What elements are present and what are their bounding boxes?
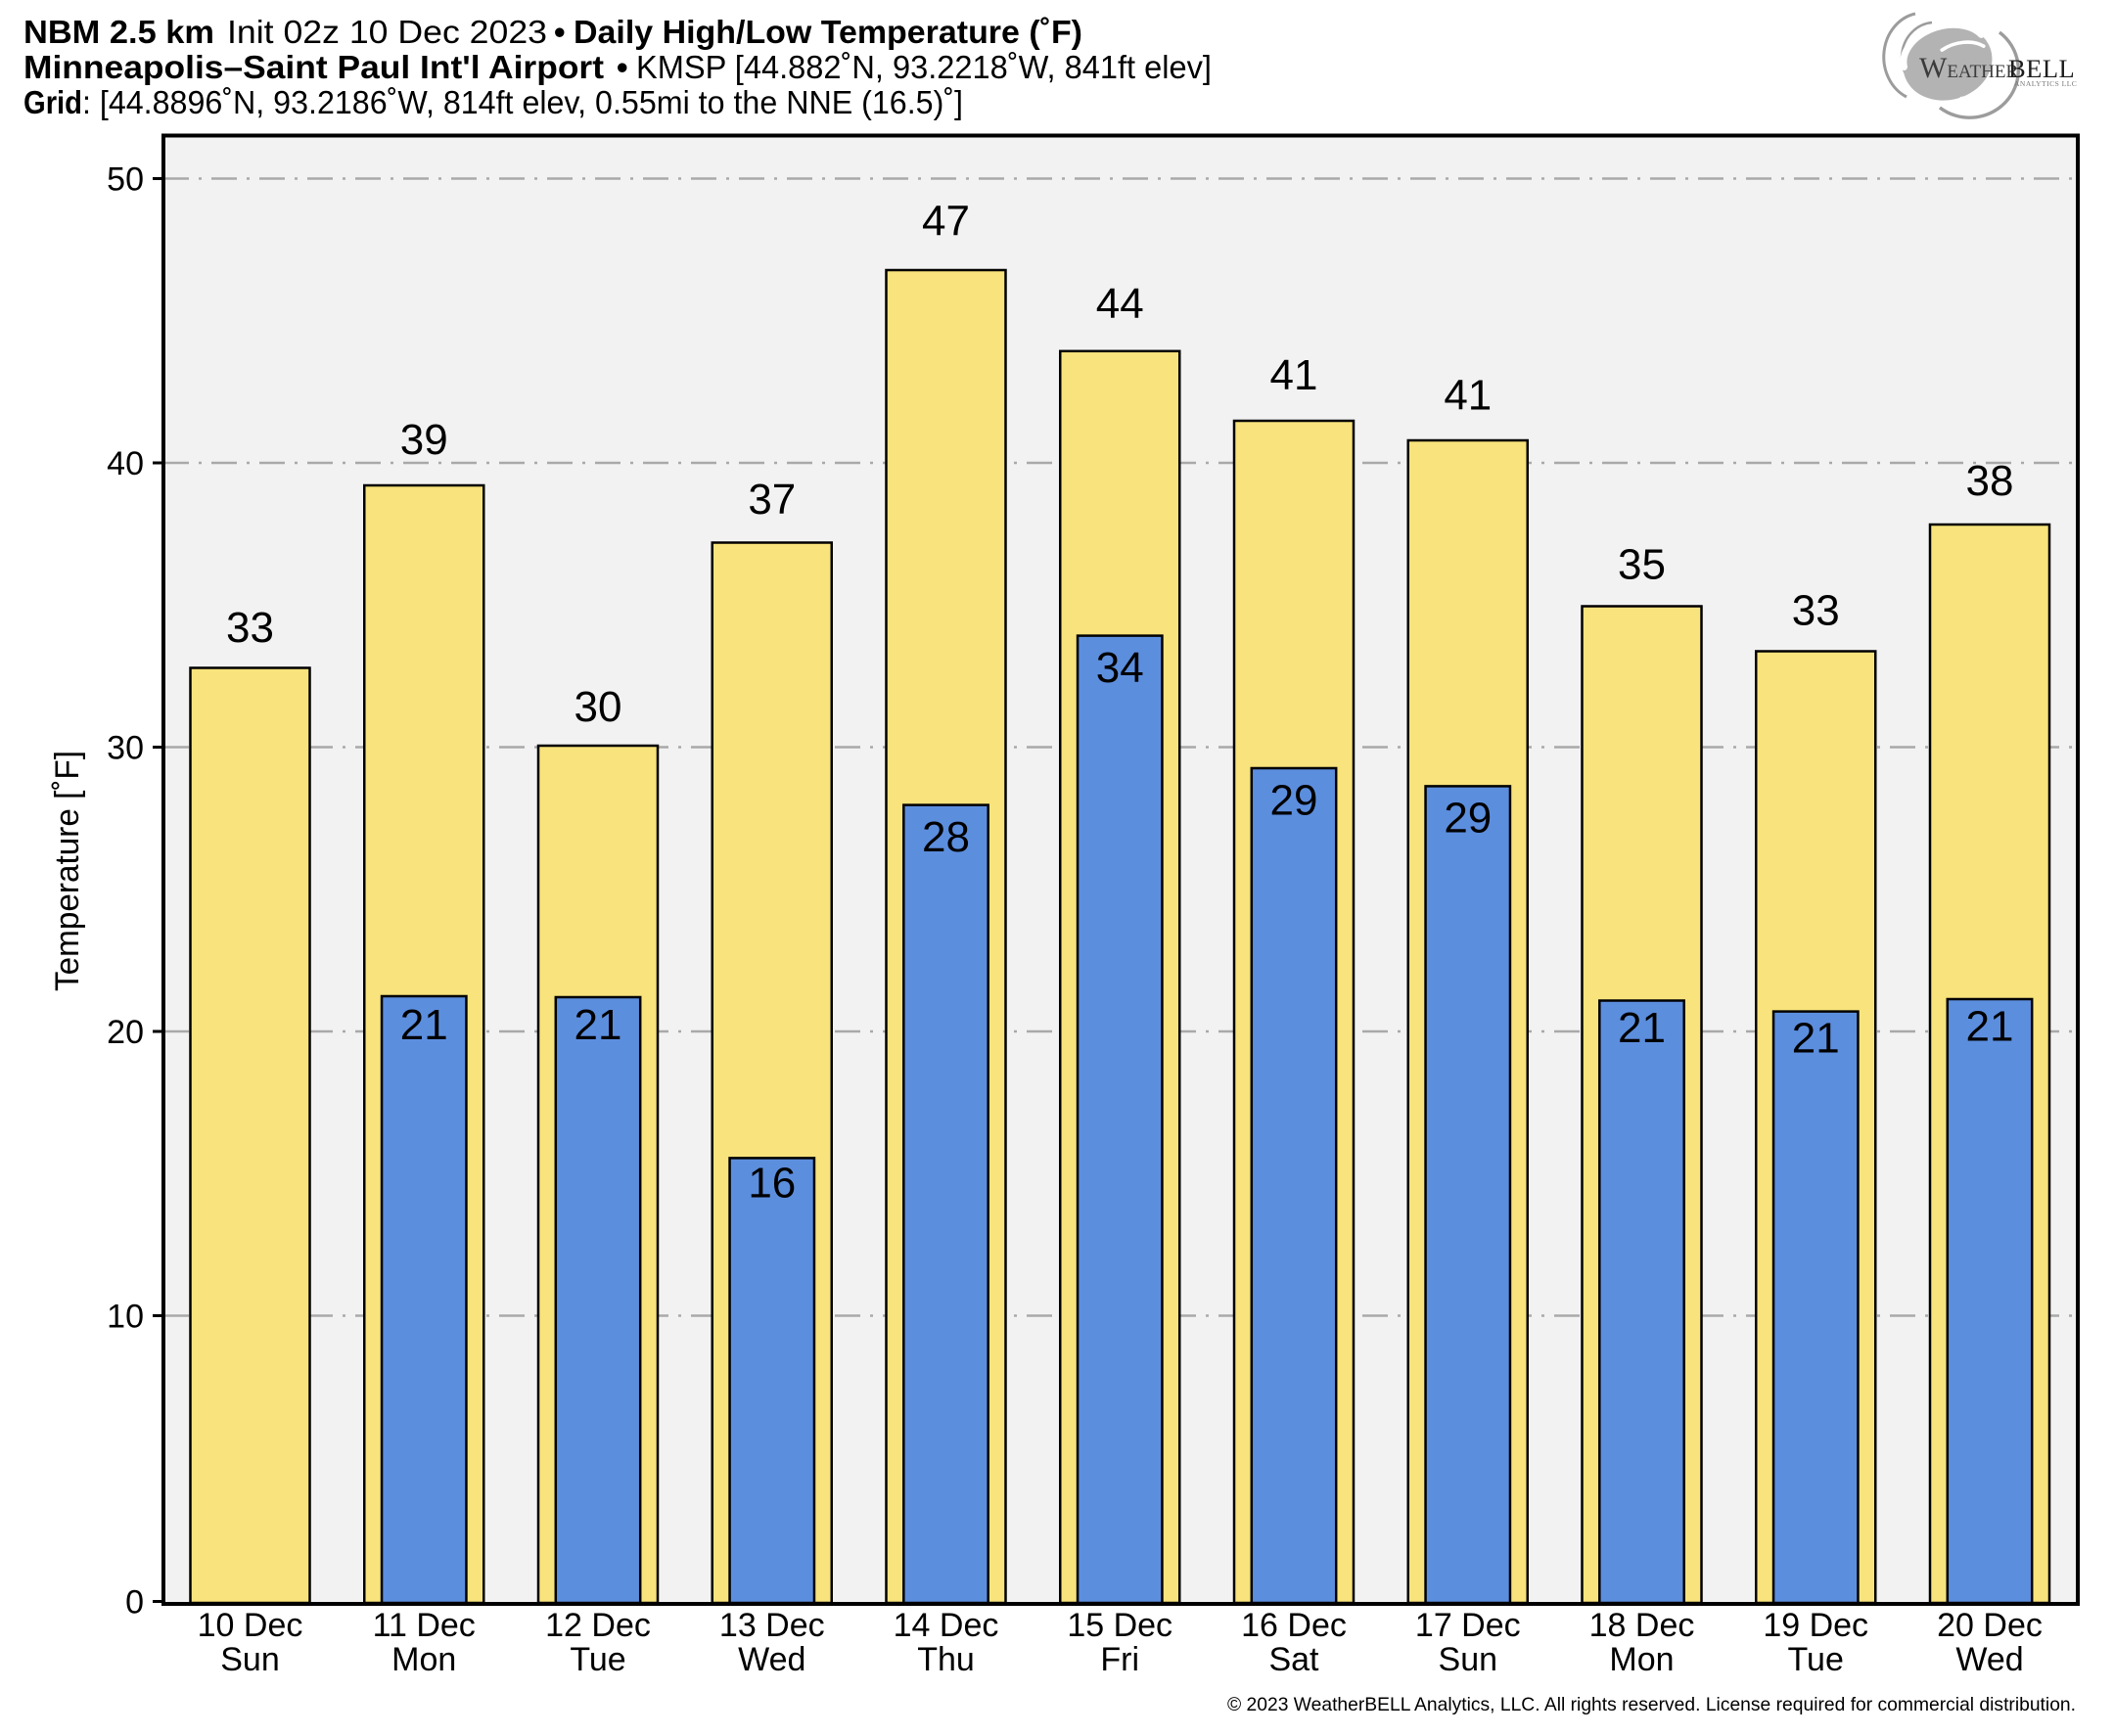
svg-text:16: 16 (748, 1160, 796, 1208)
svg-text:35: 35 (1618, 540, 1666, 588)
svg-text:47: 47 (922, 197, 970, 245)
svg-text:33: 33 (1792, 587, 1840, 635)
svg-text:: [44.8896˚N, 93.2186˚W, 814ft: : [44.8896˚N, 93.2186˚W, 814ft elev, 0.5… (82, 84, 963, 120)
svg-text:14 Dec: 14 Dec (894, 1607, 999, 1644)
svg-text:41: 41 (1270, 351, 1318, 399)
svg-text:ANALYTICS LLC: ANALYTICS LLC (2014, 79, 2077, 88)
svg-text:Tue: Tue (570, 1641, 625, 1678)
svg-text:34: 34 (1096, 644, 1144, 692)
svg-text:28: 28 (922, 813, 970, 861)
svg-text:Temperature [˚F]: Temperature [˚F] (49, 751, 86, 991)
svg-text:17 Dec: 17 Dec (1415, 1607, 1521, 1644)
svg-text:10 Dec: 10 Dec (198, 1607, 303, 1644)
svg-text:40: 40 (107, 445, 144, 482)
svg-text:Mon: Mon (1609, 1641, 1674, 1678)
svg-text:16 Dec: 16 Dec (1241, 1607, 1347, 1644)
svg-text:41: 41 (1444, 371, 1492, 419)
svg-text:21: 21 (400, 1001, 448, 1049)
svg-text:© 2023 WeatherBELL Analytics,: © 2023 WeatherBELL Analytics, LLC. All r… (1227, 1694, 2076, 1715)
svg-text:KMSP [44.882˚N, 93.2218˚W, 841: KMSP [44.882˚N, 93.2218˚W, 841ft elev] (636, 49, 1212, 85)
svg-text:20 Dec: 20 Dec (1937, 1607, 2043, 1644)
svg-text:NBM 2.5 km: NBM 2.5 km (23, 14, 214, 50)
svg-text:50: 50 (107, 161, 144, 199)
svg-text:Mon: Mon (391, 1641, 456, 1678)
svg-text:19 Dec: 19 Dec (1763, 1607, 1868, 1644)
svg-text:Fri: Fri (1100, 1641, 1139, 1678)
svg-text:21: 21 (1966, 1003, 2014, 1051)
svg-text:Grid: Grid (23, 84, 82, 120)
svg-text:20: 20 (107, 1014, 144, 1051)
svg-text:18 Dec: 18 Dec (1589, 1607, 1695, 1644)
svg-text:15 Dec: 15 Dec (1067, 1607, 1172, 1644)
svg-text:21: 21 (1618, 1004, 1666, 1052)
svg-text:44: 44 (1096, 280, 1144, 328)
svg-text:29: 29 (1444, 794, 1492, 842)
svg-text:38: 38 (1966, 457, 2014, 505)
svg-text:29: 29 (1270, 776, 1318, 824)
svg-text:Sun: Sun (1439, 1641, 1498, 1678)
svg-text:Wed: Wed (738, 1641, 805, 1678)
svg-text:Init 02z 10 Dec 2023: Init 02z 10 Dec 2023 (227, 14, 547, 50)
svg-text:Sun: Sun (220, 1641, 280, 1678)
svg-text:BELL: BELL (2008, 54, 2075, 83)
svg-text:21: 21 (1792, 1015, 1840, 1063)
svg-text:37: 37 (748, 476, 796, 524)
svg-text:Sat: Sat (1268, 1641, 1319, 1678)
svg-text:Minneapolis–Saint Paul Intʹl A: Minneapolis–Saint Paul Intʹl Airport (23, 49, 604, 85)
svg-text:33: 33 (226, 604, 274, 652)
svg-text:39: 39 (400, 416, 448, 464)
svg-text:Thu: Thu (917, 1641, 975, 1678)
svg-text:21: 21 (574, 1001, 622, 1049)
svg-text:Wed: Wed (1955, 1641, 2023, 1678)
svg-text:30: 30 (574, 683, 622, 731)
svg-text:0: 0 (125, 1584, 144, 1622)
svg-text:•: • (554, 14, 566, 50)
svg-text:30: 30 (107, 730, 144, 767)
svg-text:Daily High/Low Temperature (˚F: Daily High/Low Temperature (˚F) (574, 14, 1082, 50)
svg-text:•: • (617, 49, 628, 85)
svg-text:12 Dec: 12 Dec (545, 1607, 651, 1644)
svg-text:11 Dec: 11 Dec (373, 1607, 476, 1644)
svg-text:13 Dec: 13 Dec (719, 1607, 825, 1644)
svg-text:10: 10 (107, 1299, 144, 1336)
svg-text:Tue: Tue (1788, 1641, 1844, 1678)
